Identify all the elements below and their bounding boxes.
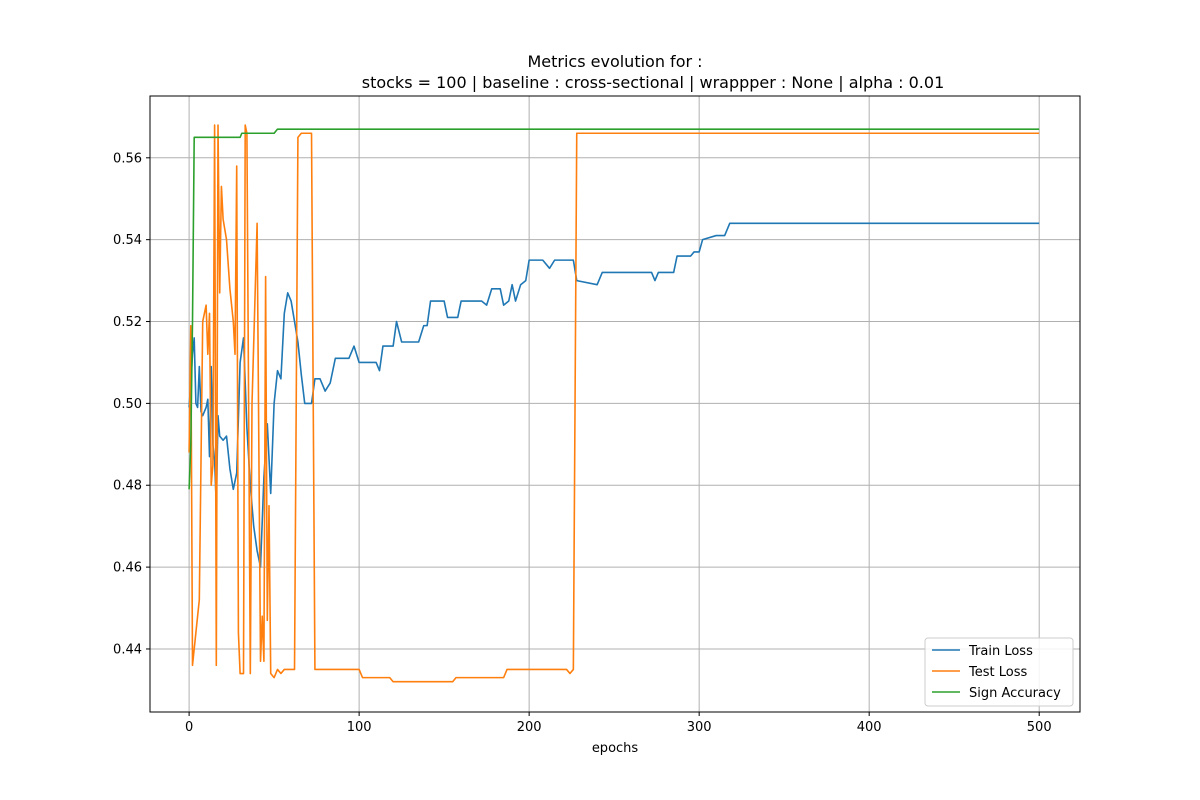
x-tick-label: 100	[347, 720, 372, 735]
grid-lines	[150, 96, 1080, 712]
y-tick-label: 0.44	[113, 642, 142, 657]
legend-label: Test Loss	[968, 665, 1027, 680]
chart-title-line-1: Metrics evolution for :	[527, 52, 702, 71]
series-lines	[188, 124, 1040, 683]
x-tick-label: 400	[857, 720, 882, 735]
x-axis-label: epochs	[592, 741, 639, 756]
legend: Train Loss Test Loss Sign Accuracy	[924, 637, 1074, 707]
x-tick-label: 500	[1027, 720, 1052, 735]
chart-title-line-2: stocks = 100 | baseline : cross-sectiona…	[362, 73, 945, 92]
legend-box	[924, 637, 1074, 707]
y-tick-label: 0.56	[113, 151, 142, 166]
y-tick-label: 0.46	[113, 561, 142, 576]
series-line-sign-accuracy	[188, 128, 1040, 490]
series-line-test-loss	[188, 124, 1040, 683]
y-tick-label: 0.54	[113, 233, 142, 248]
axis-ticks: 0 100 200 300 400 500 0.44 0.46 0.48 0.50 0.52 0.54…	[113, 151, 1052, 735]
x-tick-label: 0	[185, 720, 193, 735]
y-tick-label: 0.50	[113, 397, 142, 412]
x-tick-label: 200	[517, 720, 542, 735]
x-tick-label: 300	[687, 720, 712, 735]
legend-label: Sign Accuracy	[969, 686, 1061, 701]
y-tick-label: 0.48	[113, 479, 142, 494]
y-tick-label: 0.52	[113, 315, 142, 330]
legend-label: Train Loss	[968, 644, 1033, 659]
plot-frame	[149, 95, 1081, 713]
